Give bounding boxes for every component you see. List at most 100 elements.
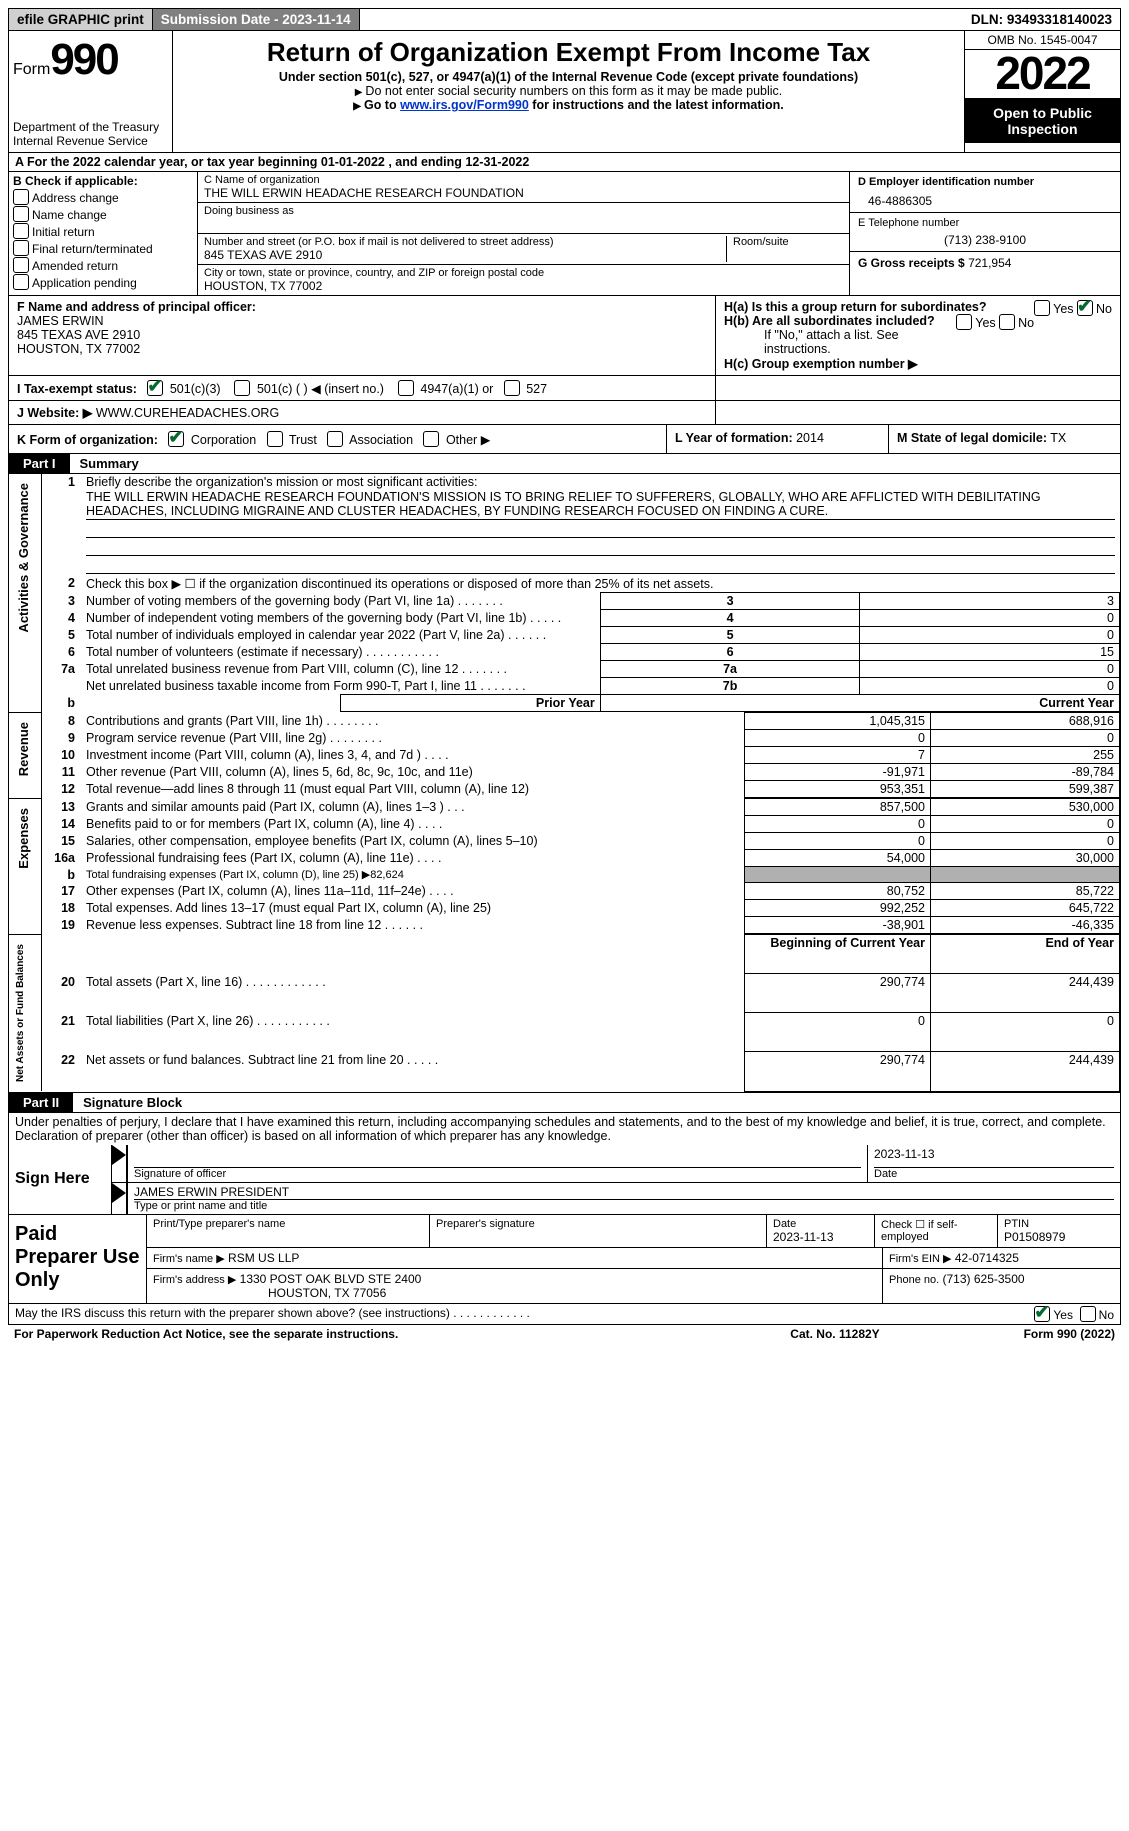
year-formation: 2014 [796,431,824,445]
rev-9-py: 0 [745,730,931,747]
exp-19-cy: -46,335 [931,917,1120,934]
hb-label: H(b) Are all subordinates included? [724,314,935,328]
pra-notice: For Paperwork Reduction Act Notice, see … [14,1327,725,1341]
cb-other[interactable] [423,431,439,447]
line-7a-box: 7a [600,661,860,678]
self-employed-cb[interactable]: Check ☐ if self-employed [875,1215,998,1247]
exp-14-py: 0 [745,816,931,833]
line-7b-box: 7b [600,678,860,695]
cb-assoc[interactable] [327,431,343,447]
org-name: THE WILL ERWIN HEADACHE RESEARCH FOUNDAT… [204,186,843,200]
line-7b-text: Net unrelated business taxable income fr… [81,678,600,695]
b-header: B Check if applicable: [13,174,138,188]
firm-addr1: 1330 POST OAK BLVD STE 2400 [240,1272,422,1286]
hb-note: If "No," attach a list. See instructions… [724,328,1112,356]
line-3-val: 3 [860,593,1120,610]
nav-21-text: Total liabilities (Part X, line 26) . . … [81,1013,745,1052]
c-label: C Name of organization [204,174,843,186]
cb-527[interactable] [504,380,520,396]
cb-501c3[interactable] [147,380,163,396]
website: WWW.CUREHEADACHES.ORG [92,406,279,420]
section-d-e-g: D Employer identification number 46-4886… [849,172,1120,295]
form-title: Return of Organization Exempt From Incom… [181,37,956,68]
line-5-text: Total number of individuals employed in … [81,627,600,644]
room-label: Room/suite [733,236,843,248]
exp-16b-text: Total fundraising expenses (Part IX, col… [81,867,745,883]
cb-corp[interactable] [168,431,184,447]
exp-18-cy: 645,722 [931,900,1120,917]
part-ii-tab: Part II [9,1093,73,1112]
line-7b-val: 0 [860,678,1120,695]
m-label: M State of legal domicile: [897,431,1047,445]
phone-label: E Telephone number [858,217,1112,229]
sig-arrow-icon-2 [112,1183,126,1203]
cb-trust[interactable] [267,431,283,447]
cb-4947[interactable] [398,380,414,396]
nav-20-cy: 244,439 [931,974,1120,1013]
vtab-rev: Revenue [14,714,33,784]
row-k-l-m: K Form of organization: Corporation Trus… [8,425,1121,454]
cb-501c[interactable] [234,380,250,396]
line-4-text: Number of independent voting members of … [81,610,600,627]
part-ii-title: Signature Block [73,1093,192,1112]
sign-here-label: Sign Here [9,1145,112,1214]
discuss-no[interactable] [1080,1306,1096,1322]
open-inspection: Open to Public Inspection [965,99,1120,143]
ha-yes[interactable] [1034,300,1050,316]
rev-8-py: 1,045,315 [745,713,931,730]
irs-link[interactable]: www.irs.gov/Form990 [400,98,529,112]
discuss-row: May the IRS discuss this return with the… [8,1304,1121,1325]
rev-9-text: Program service revenue (Part VIII, line… [81,730,745,747]
paid-preparer-label: Paid Preparer Use Only [9,1215,147,1303]
rev-11-py: -91,971 [745,764,931,781]
firm-phone: (713) 625-3500 [943,1272,1025,1286]
rev-8-cy: 688,916 [931,713,1120,730]
cb-initial-return[interactable]: Initial return [13,223,193,239]
f-label: F Name and address of principal officer: [17,300,256,314]
cb-name-change[interactable]: Name change [13,206,193,222]
efile-print-button[interactable]: efile GRAPHIC print [9,9,153,30]
name-title-label: Type or print name and title [134,1200,1114,1212]
cb-application[interactable]: Application pending [13,274,193,290]
addr-label: Number and street (or P.O. box if mail i… [204,236,726,248]
discuss-text: May the IRS discuss this return with the… [15,1306,1034,1322]
dln: DLN: 93493318140023 [963,9,1120,30]
phone-value: (713) 238-9100 [858,229,1112,247]
cb-address-change[interactable]: Address change [13,189,193,205]
exp-16b-py [745,867,931,883]
city-state-zip: HOUSTON, TX 77002 [204,279,843,293]
cb-amended[interactable]: Amended return [13,257,193,273]
top-bar: efile GRAPHIC print Submission Date - 20… [8,8,1121,31]
hb-no[interactable] [999,314,1015,330]
firm-ein: 42-0714325 [955,1251,1019,1265]
nav-20-py: 290,774 [745,974,931,1013]
officer-name-title: JAMES ERWIN PRESIDENT [134,1185,1114,1200]
rev-8-text: Contributions and grants (Part VIII, lin… [81,713,745,730]
dba-label: Doing business as [204,205,843,217]
discuss-yes[interactable] [1034,1306,1050,1322]
ptin-value: P01508979 [1004,1230,1114,1244]
street-address: 845 TEXAS AVE 2910 [204,248,726,262]
form-990-label: Form [1024,1327,1057,1341]
part-i-header: Part I Summary [8,454,1121,474]
cb-final-return[interactable]: Final return/terminated [13,240,193,256]
line-3-box: 3 [600,593,860,610]
form-990-year: (2022) [1077,1327,1115,1341]
rev-12-cy: 599,387 [931,781,1120,798]
hb-yes[interactable] [956,314,972,330]
rev-10-cy: 255 [931,747,1120,764]
nav-21-py: 0 [745,1013,931,1052]
officer-name: JAMES ERWIN [17,314,104,328]
exp-13-py: 857,500 [745,799,931,816]
ein-value: 46-4886305 [858,188,1112,208]
l-label: L Year of formation: [675,431,793,445]
ha-no[interactable] [1077,300,1093,316]
rev-12-text: Total revenue—add lines 8 through 11 (mu… [81,781,745,798]
perjury-declaration: Under penalties of perjury, I declare th… [8,1113,1121,1145]
exp-14-text: Benefits paid to or for members (Part IX… [81,816,745,833]
line-3-text: Number of voting members of the governin… [81,593,600,610]
section-b-g: B Check if applicable: Address change Na… [8,172,1121,296]
exp-15-py: 0 [745,833,931,850]
header-left: Form990 Department of the Treasury Inter… [9,31,173,152]
mission-text: THE WILL ERWIN HEADACHE RESEARCH FOUNDAT… [86,489,1115,520]
